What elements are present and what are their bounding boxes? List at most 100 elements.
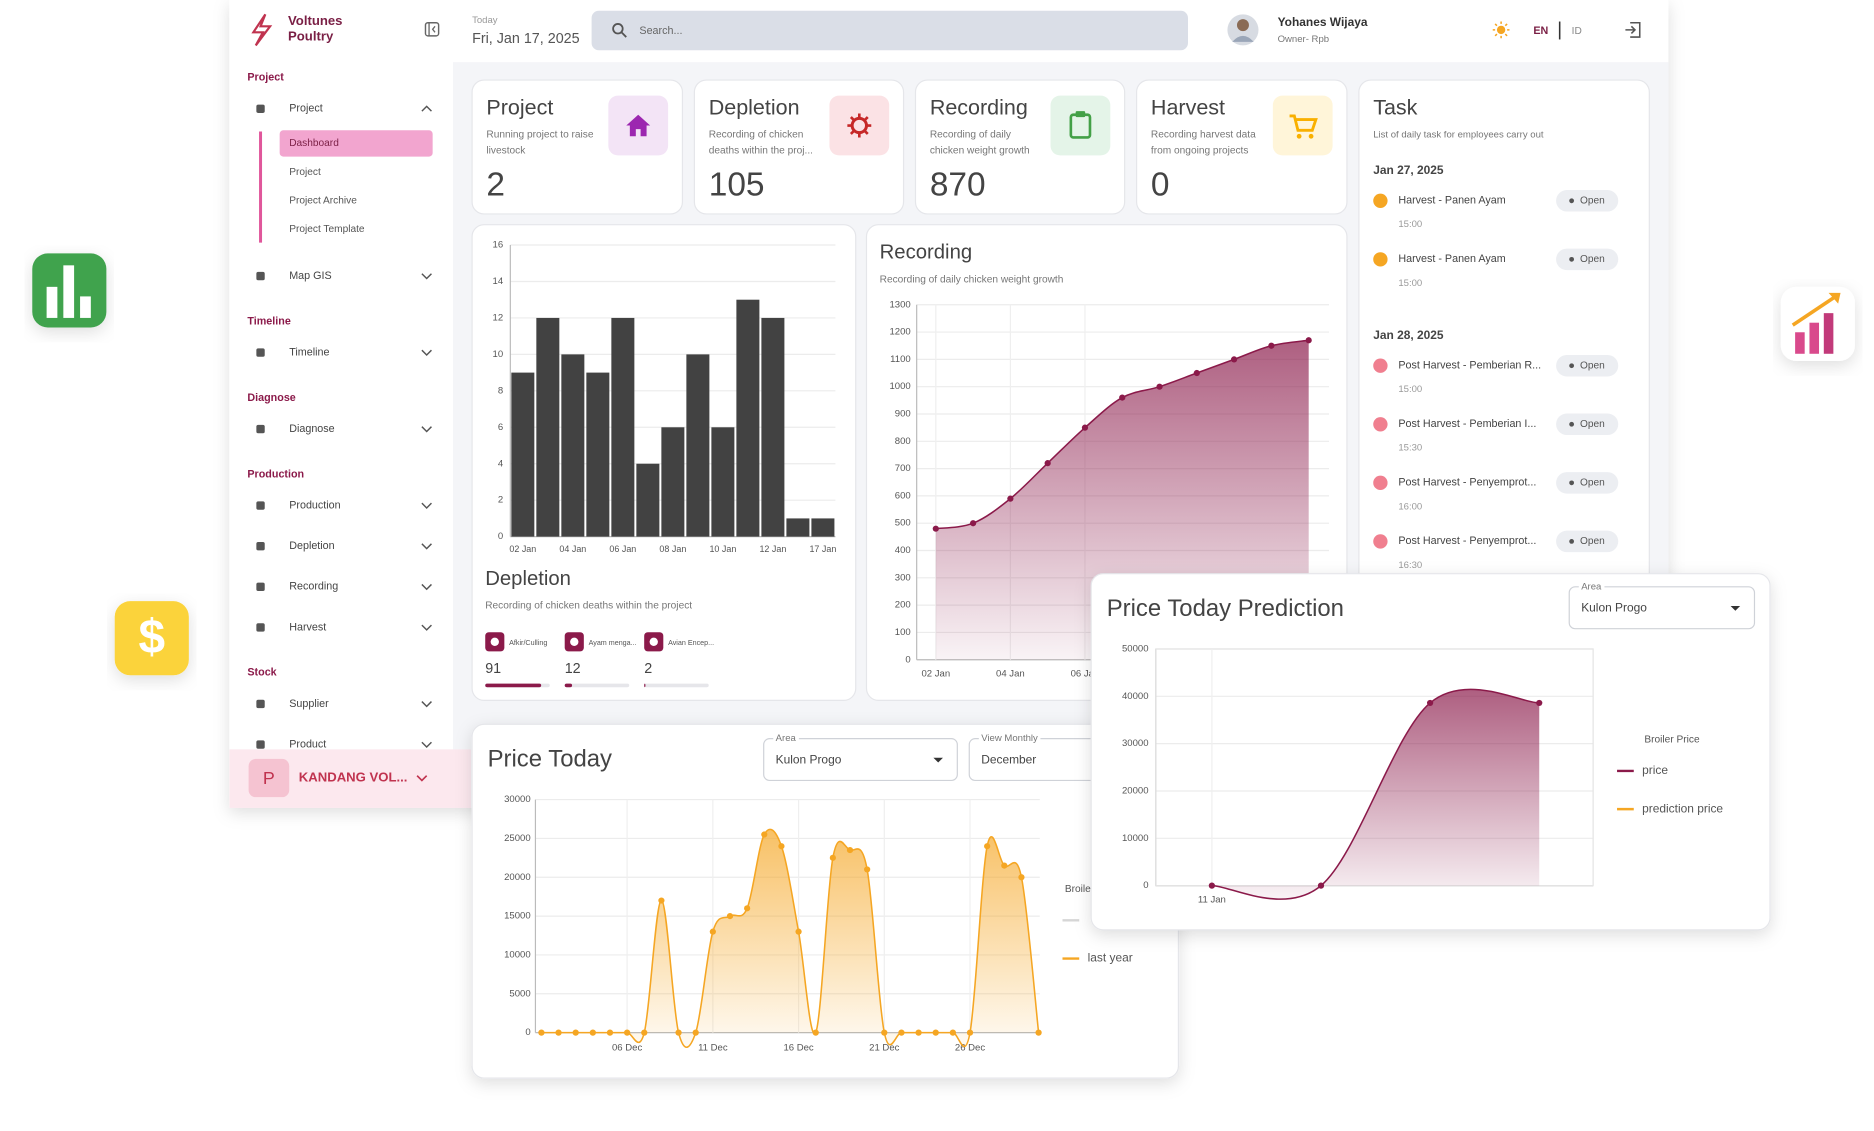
nav-label: Diagnose bbox=[289, 423, 334, 435]
point bbox=[744, 905, 751, 912]
stat-description: Recording harvest data bbox=[1151, 130, 1256, 141]
point bbox=[1007, 495, 1014, 502]
stat-card[interactable]: Project Running project to raise livestock… bbox=[471, 79, 684, 215]
dropdown[interactable]: Area Kulon Progo bbox=[763, 733, 958, 782]
y-tick-label: 50000 bbox=[1122, 644, 1149, 655]
task-item[interactable]: Harvest - Panen Ayam 15:00 Open bbox=[1373, 248, 1619, 289]
language-option[interactable]: EN bbox=[1533, 25, 1548, 37]
status-dot bbox=[1569, 421, 1575, 427]
submenu-item[interactable]: Project bbox=[289, 167, 321, 178]
point bbox=[881, 1029, 888, 1036]
point bbox=[1208, 882, 1215, 889]
task-item[interactable]: Post Harvest - Pemberian R... 15:00 Open bbox=[1373, 354, 1619, 395]
task-item[interactable]: Harvest - Panen Ayam 15:00 Open bbox=[1373, 190, 1619, 230]
stat-card[interactable]: Recording Recording of daily chicken weigh… bbox=[914, 79, 1126, 215]
submenu-item[interactable]: Dashboard bbox=[279, 130, 433, 157]
point bbox=[606, 1029, 614, 1036]
search-bar[interactable]: Search... bbox=[591, 10, 1188, 51]
nav-item[interactable]: Harvest bbox=[256, 621, 432, 633]
chevron bbox=[421, 349, 432, 356]
bar bbox=[511, 372, 535, 537]
point bbox=[1001, 862, 1008, 869]
stat-value: 105 bbox=[709, 166, 765, 203]
nav-item[interactable]: Recording bbox=[256, 581, 432, 593]
submenu-item[interactable]: Project Archive bbox=[289, 195, 357, 206]
legend-item[interactable]: prediction price bbox=[1617, 801, 1723, 815]
point bbox=[915, 1029, 922, 1036]
stat-card[interactable]: Harvest Recording harvest data from ongoin… bbox=[1135, 79, 1348, 215]
task-name: Post Harvest - Pemberian I... bbox=[1398, 418, 1536, 430]
x-tick-label: 11 Jan bbox=[1198, 894, 1226, 905]
language-option[interactable]: ID bbox=[1572, 26, 1582, 37]
task-item[interactable]: Post Harvest - Penyemprot... 16:30 Open bbox=[1373, 530, 1619, 571]
nav-item[interactable]: Supplier bbox=[256, 698, 432, 710]
y-tick-label: 0 bbox=[498, 531, 503, 542]
user-profile[interactable]: Yohanes Wijaya Owner- Rpb bbox=[1227, 14, 1368, 46]
y-tick-label: 1100 bbox=[890, 354, 911, 365]
cart-icon bbox=[1289, 114, 1318, 132]
point bbox=[1536, 699, 1543, 707]
breakdown-name: Afkir/Culling bbox=[509, 639, 547, 647]
progress-track bbox=[644, 683, 709, 688]
point bbox=[966, 1029, 974, 1036]
y-tick-label: 800 bbox=[895, 436, 911, 447]
legend-item[interactable]: price bbox=[1617, 763, 1668, 777]
nav-item[interactable]: Diagnose bbox=[256, 423, 432, 435]
theme-toggle[interactable] bbox=[1492, 21, 1510, 39]
y-tick-label: 300 bbox=[895, 572, 911, 583]
nav-item[interactable]: Project bbox=[256, 103, 432, 115]
dropdown[interactable]: Area Kulon Progo bbox=[1568, 581, 1756, 630]
bar bbox=[586, 372, 610, 537]
nav-item[interactable]: Map GIS bbox=[256, 270, 432, 282]
x-tick-label: 06 Dec bbox=[612, 1043, 642, 1054]
x-tick-label: 17 Jan bbox=[809, 544, 836, 554]
stat-card[interactable]: Depletion Recording of chicken deaths with… bbox=[693, 79, 905, 215]
badge-arrow-head bbox=[1828, 292, 1841, 304]
legend-label: price bbox=[1642, 763, 1668, 777]
task-item[interactable]: Post Harvest - Penyemprot... 16:00 Open bbox=[1373, 472, 1619, 512]
task-date: Jan 28, 2025 bbox=[1373, 328, 1444, 342]
stat-title: Project bbox=[486, 95, 553, 119]
dropdown-box bbox=[1568, 586, 1756, 630]
workspace-switcher[interactable]: P KANDANG VOL... bbox=[229, 749, 471, 808]
breakdown-value: 2 bbox=[644, 661, 652, 677]
point bbox=[658, 897, 665, 904]
nav-label: Project bbox=[289, 103, 322, 115]
chevron bbox=[416, 775, 428, 782]
collapse-button[interactable] bbox=[424, 22, 440, 37]
stat-icon-box bbox=[829, 95, 890, 156]
sun-icon bbox=[1496, 25, 1506, 35]
task-dot bbox=[1373, 358, 1388, 373]
status-pill bbox=[1556, 413, 1619, 436]
point bbox=[709, 928, 716, 935]
price-today-card: Price Today 0 5000 10000 15000 20000 25000 3000… bbox=[471, 723, 1180, 1079]
y-tick-label: 20000 bbox=[1122, 785, 1149, 796]
stat-description: Recording of chicken bbox=[709, 130, 804, 141]
task-title: Task bbox=[1373, 95, 1417, 119]
task-item[interactable]: Post Harvest - Pemberian I... 15:30 Open bbox=[1373, 413, 1619, 454]
status-label: Open bbox=[1580, 195, 1605, 206]
nav-icon bbox=[256, 104, 265, 113]
legend-item[interactable]: last year bbox=[1062, 951, 1133, 965]
y-tick-label: 5000 bbox=[509, 988, 530, 999]
nav-item[interactable]: Product bbox=[256, 738, 432, 750]
x-tick-label: 21 Dec bbox=[869, 1043, 899, 1054]
depletion-card: Depletion Recording of chicken deaths wit… bbox=[471, 224, 857, 701]
y-tick-label: 900 bbox=[895, 409, 911, 420]
nav-section-title: Production bbox=[247, 468, 304, 480]
nav-label: Product bbox=[289, 738, 326, 750]
point bbox=[538, 1029, 545, 1036]
nav-item[interactable]: Timeline bbox=[256, 346, 432, 358]
logout-button[interactable] bbox=[1625, 21, 1641, 38]
chart-title: Price Today Prediction bbox=[1107, 595, 1344, 622]
nav-item[interactable]: Depletion bbox=[256, 540, 432, 552]
point bbox=[1268, 342, 1275, 349]
submenu-item[interactable]: Project Template bbox=[289, 224, 365, 235]
nav-item[interactable]: Production bbox=[256, 499, 432, 511]
breakdown-value: 12 bbox=[565, 661, 581, 677]
stat-description: from ongoing projects bbox=[1151, 145, 1249, 156]
progress-bar bbox=[564, 683, 573, 688]
point bbox=[641, 1029, 648, 1036]
y-tick-label: 600 bbox=[895, 490, 911, 501]
